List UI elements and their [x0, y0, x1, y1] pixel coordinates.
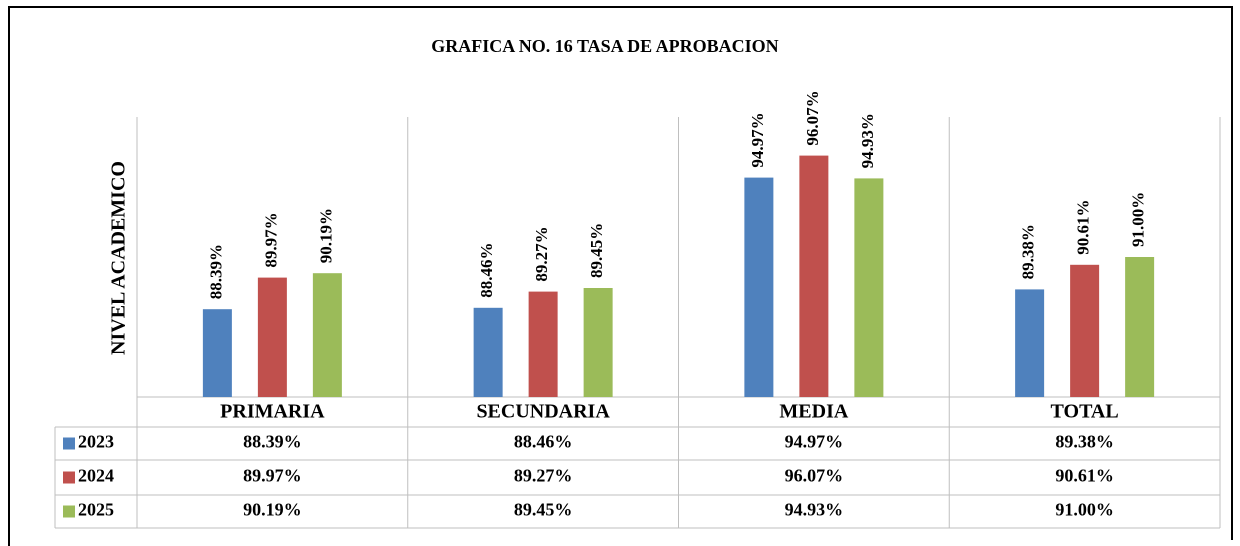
table-cell: 89.45% — [514, 500, 573, 520]
table-cell: 91.00% — [1055, 500, 1114, 520]
bar — [257, 277, 287, 397]
legend-swatch — [63, 505, 75, 518]
legend-swatch — [63, 471, 75, 484]
bar — [1125, 257, 1155, 397]
bar — [1015, 289, 1045, 397]
x-tick-label: SECUNDARIA — [476, 401, 610, 423]
data-label: 90.61% — [1074, 200, 1093, 255]
data-label: 90.19% — [316, 208, 335, 263]
y-axis-label: NIVEL ACADEMICO — [108, 161, 130, 355]
bar — [202, 309, 232, 397]
table-cell: 88.46% — [514, 432, 573, 452]
x-tick-label: TOTAL — [1051, 401, 1119, 423]
bar — [744, 177, 774, 397]
data-label: 96.07% — [803, 90, 822, 145]
data-label: 89.27% — [532, 226, 551, 281]
table-cell: 88.39% — [243, 432, 302, 452]
data-label: 88.39% — [206, 244, 225, 299]
legend-label: 2024 — [78, 466, 114, 486]
data-label: 94.93% — [858, 113, 877, 168]
table-cell: 94.97% — [785, 432, 844, 452]
bar — [1070, 264, 1100, 397]
table-cell: 89.97% — [243, 466, 302, 486]
bar — [583, 288, 613, 397]
x-tick-label: PRIMARIA — [220, 401, 325, 423]
table-cell: 89.27% — [514, 466, 573, 486]
legend-swatch — [63, 437, 75, 450]
bar — [799, 155, 829, 397]
legend-label: 2023 — [78, 432, 114, 452]
data-label: 91.00% — [1129, 192, 1148, 247]
bar — [312, 273, 342, 397]
data-label: 94.97% — [748, 112, 767, 167]
x-tick-label: MEDIA — [779, 401, 848, 423]
bar — [854, 178, 884, 397]
table-cell: 90.19% — [243, 500, 302, 520]
table-cell: 89.38% — [1055, 432, 1114, 452]
table-cell: 90.61% — [1055, 466, 1114, 486]
chart-title: GRAFICA NO. 16 TASA DE APROBACION — [431, 36, 778, 56]
frame — [8, 6, 1233, 546]
data-label: 89.45% — [587, 223, 606, 278]
bar — [528, 291, 558, 397]
table-cell: 94.93% — [785, 500, 844, 520]
data-label: 89.97% — [261, 212, 280, 267]
data-label: 88.46% — [477, 243, 496, 298]
legend-label: 2025 — [78, 500, 114, 520]
data-label: 89.38% — [1019, 224, 1038, 279]
table-cell: 96.07% — [785, 466, 844, 486]
bar — [473, 307, 503, 397]
